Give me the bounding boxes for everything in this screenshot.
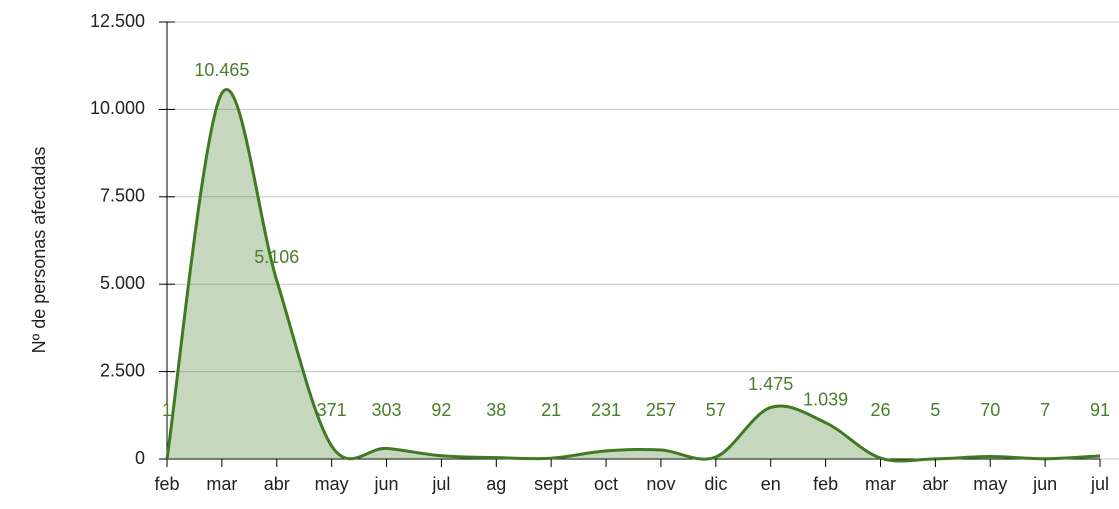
data-label: 1.475 [748,374,793,394]
data-label: 1.039 [803,389,848,409]
x-tick-label: nov [646,474,675,494]
data-label: 231 [591,400,621,420]
x-tick-label: dic [704,474,727,494]
x-tick-label: may [973,474,1007,494]
data-label: 10.465 [194,60,249,80]
x-tick-label: jun [1032,474,1057,494]
y-tick-label: 12.500 [90,11,145,31]
y-tick-label: 10.000 [90,98,145,118]
y-axis-label: Nº de personas afectadas [29,147,49,354]
y-tick-label: 7.500 [100,186,145,206]
data-label: 21 [541,400,561,420]
data-label: 92 [431,400,451,420]
data-label: 257 [646,400,676,420]
x-tick-label: abr [264,474,290,494]
y-tick-label: 5.000 [100,273,145,293]
x-tick-label: mar [206,474,237,494]
area-fill [167,89,1100,462]
x-tick-label: jul [1090,474,1109,494]
y-tick-label: 2.500 [100,360,145,380]
data-label: 371 [317,400,347,420]
data-label: 7 [1040,400,1050,420]
x-tick-label: abr [922,474,948,494]
x-tick-label: mar [865,474,896,494]
x-tick-label: oct [594,474,618,494]
x-tick-label: jun [374,474,399,494]
x-tick-label: sept [534,474,568,494]
x-tick-label: ag [486,474,506,494]
y-tick-label: 0 [135,448,145,468]
line [165,88,1101,463]
data-label: 5.106 [254,247,299,267]
x-tick-label: may [315,474,349,494]
x-tick-label: feb [154,474,179,494]
data-label: 91 [1090,400,1110,420]
data-label: 38 [486,400,506,420]
x-tick-label: feb [813,474,838,494]
data-label: 303 [372,400,402,420]
x-tick-label: en [761,474,781,494]
data-label: 70 [980,400,1000,420]
x-tick-label: jul [431,474,450,494]
data-label: 5 [930,400,940,420]
data-label: 26 [870,400,890,420]
data-label: 1 [162,400,172,420]
data-label: 57 [706,400,726,420]
